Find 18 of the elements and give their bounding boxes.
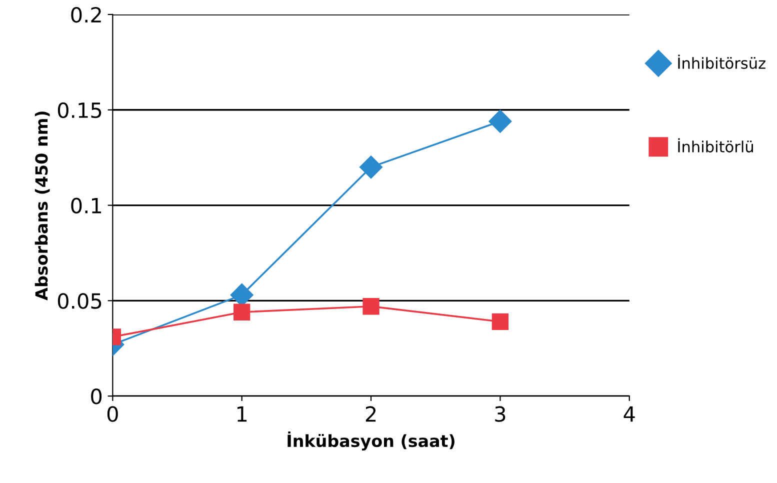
x-tick-label: 2	[366, 406, 376, 422]
y-tick-label: 0.2	[71, 6, 101, 23]
point	[488, 110, 512, 133]
y-axis-title: Absorbans (450 nm)	[34, 112, 50, 300]
legend-label: İnhibitörsüz	[678, 54, 766, 69]
y-tick-label: 0.1	[71, 198, 102, 214]
y-tick-label: 0.15	[58, 102, 102, 118]
point	[360, 156, 383, 179]
x-tick-label: 1	[238, 406, 247, 422]
y-tick-label: 0.05	[58, 293, 102, 309]
x-tick-label: 4	[624, 406, 635, 422]
point	[492, 313, 509, 330]
y-tick-label: 0	[91, 388, 102, 404]
legend-label: İnhibitörlü	[678, 138, 753, 152]
point	[362, 298, 380, 315]
x-axis-title: İnkübasyon (saat)	[288, 432, 454, 451]
x-tick-label: 3	[495, 406, 506, 422]
x-tick-label: 0	[107, 406, 118, 422]
